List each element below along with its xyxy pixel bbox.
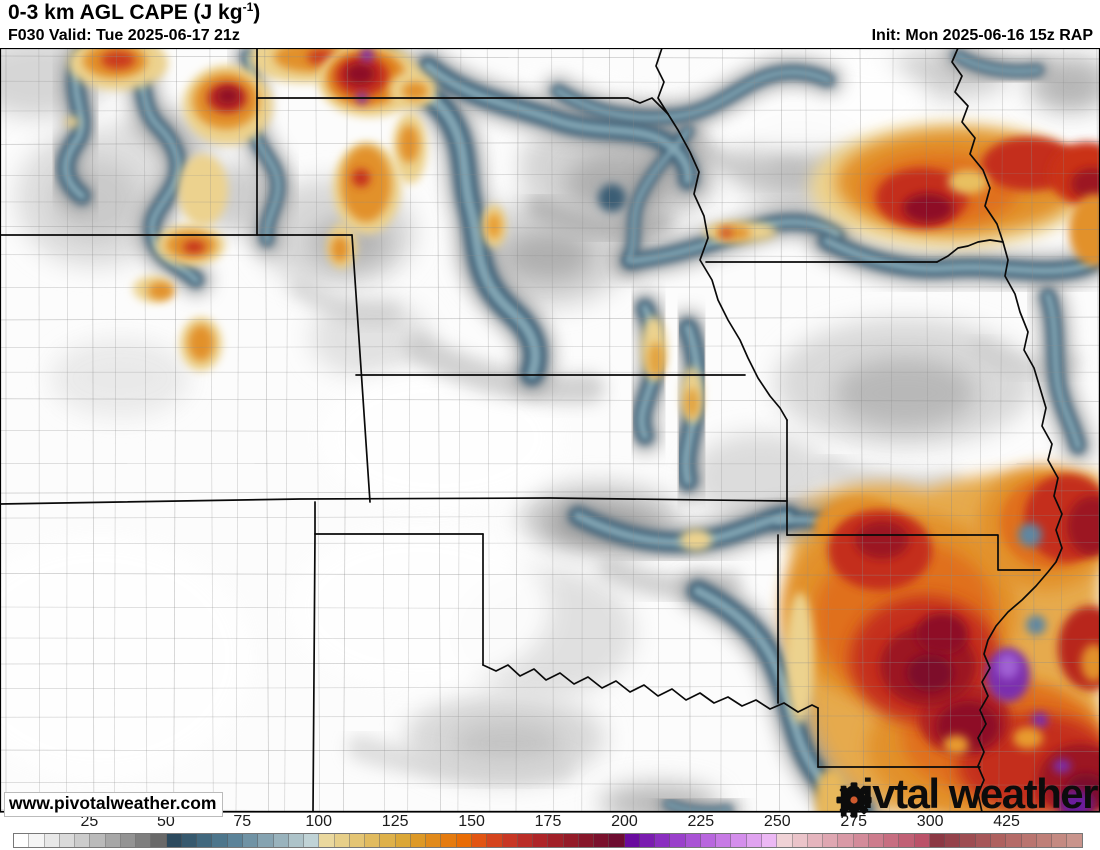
colorbar-tick: 100 bbox=[305, 813, 333, 830]
border-red-river bbox=[482, 664, 819, 713]
state-borders bbox=[0, 48, 1063, 812]
colorbar-tick: 25 bbox=[80, 813, 99, 830]
title-text: 0-3 km AGL CAPE (J kg bbox=[8, 1, 243, 24]
colorbar-tick: 225 bbox=[687, 813, 715, 830]
title-close: ) bbox=[253, 1, 261, 24]
cape-high-cores bbox=[65, 48, 1100, 812]
cape-field-svg bbox=[0, 48, 1100, 812]
border-co-east bbox=[351, 234, 371, 503]
title-superscript: -1 bbox=[242, 0, 254, 14]
county-boundaries bbox=[0, 48, 1100, 812]
colorbar-tick: 175 bbox=[534, 813, 562, 830]
gear-icon bbox=[836, 782, 872, 818]
colorbar-tick: 425 bbox=[993, 813, 1020, 830]
page-title: 0-3 km AGL CAPE (J kg-1) bbox=[8, 0, 260, 25]
colorbar: 25 50 75 100 125 150 175 200 225 250 275 300 425 bbox=[0, 812, 1100, 850]
colorbar-tick: 300 bbox=[916, 813, 944, 830]
colorbar-tick: 200 bbox=[611, 813, 638, 830]
cape-map-canvas[interactable]: www.pivotalweather.com piv tal weather bbox=[0, 48, 1100, 818]
colorbar-tick: 150 bbox=[458, 813, 485, 830]
colorbar-tick: 250 bbox=[763, 813, 791, 830]
border-des-moines-river bbox=[936, 239, 1004, 263]
map-header: 0-3 km AGL CAPE (J kg-1) F030 Valid: Tue… bbox=[0, 0, 1100, 48]
valid-time-label: F030 Valid: Tue 2025-06-17 21z bbox=[8, 27, 240, 44]
colorbar-tick: 275 bbox=[840, 813, 868, 830]
border-missouri-river bbox=[667, 113, 788, 421]
watermark-url: www.pivotalweather.com bbox=[4, 792, 224, 817]
init-time-label: Init: Mon 2025-06-16 15z RAP bbox=[871, 27, 1093, 44]
logo-text-tal-weather: tal weather bbox=[894, 770, 1098, 817]
border-sd-ne bbox=[256, 97, 669, 115]
colorbar-tick: 125 bbox=[381, 813, 409, 830]
border-ar-mo-bootheel bbox=[786, 534, 1041, 571]
border-37n bbox=[0, 497, 788, 505]
colorbar-swatches bbox=[13, 833, 1083, 848]
border-mississippi-river bbox=[951, 48, 1063, 812]
pivotal-weather-logo: piv tal weather bbox=[836, 770, 1098, 818]
border-big-sioux-river bbox=[655, 48, 669, 115]
colorbar-tick: 75 bbox=[233, 813, 252, 830]
colorbar-tick: 50 bbox=[156, 813, 175, 830]
border-nm-tx bbox=[312, 533, 316, 812]
